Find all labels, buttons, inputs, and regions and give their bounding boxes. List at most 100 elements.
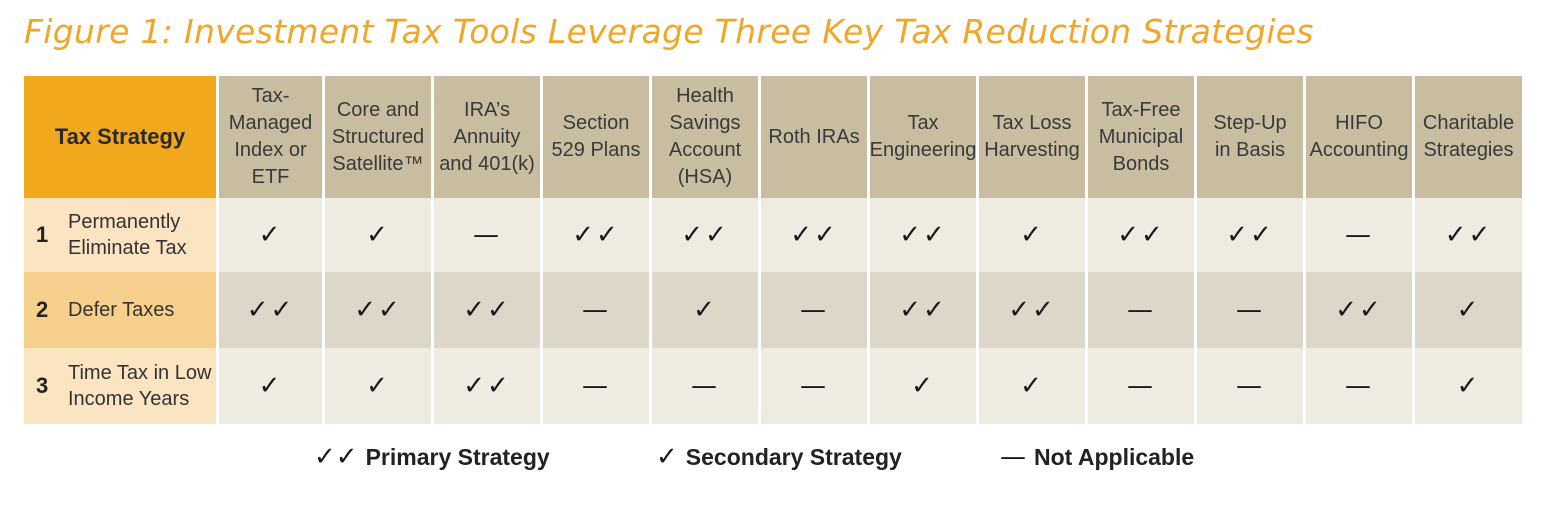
double-check-mark: ✓✓ [1008, 295, 1056, 325]
table-cell: ✓ [1415, 272, 1522, 348]
row-label: Time Tax in Low Income Years [68, 362, 212, 410]
column-header: Step-Up in Basis [1197, 76, 1303, 198]
row-header: 1 Permanently Eliminate Tax [24, 198, 216, 272]
corner-header: Tax Strategy [24, 76, 216, 198]
check-mark: ✓ [366, 220, 390, 250]
double-check-mark: ✓✓ [354, 295, 402, 325]
column-header: Section 529 Plans [543, 76, 649, 198]
check-mark: ✓ [1456, 371, 1481, 401]
legend-item: ✓✓ Primary Strategy [314, 442, 550, 472]
column-header-label: Tax Engineering [869, 112, 977, 161]
column-header-label: Core and Structured Satellite™ [331, 98, 425, 175]
row-header: 3 Time Tax in Low Income Years [24, 348, 216, 424]
column-header-label: Tax-Free Municipal Bonds [1098, 98, 1184, 175]
column-header-label: Health Savings Account (HSA) [668, 85, 742, 188]
table-cell: ✓✓ [761, 198, 867, 272]
row-label: Defer Taxes [68, 299, 175, 321]
column-header: Tax- Managed Index or ETF [219, 76, 322, 198]
table-cell: ✓✓ [979, 272, 1085, 348]
double-check-mark: ✓✓ [1444, 220, 1493, 250]
row-header: 2 Defer Taxes [24, 272, 216, 348]
legend-symbol: — [1000, 442, 1026, 472]
table-cell: — [434, 198, 540, 272]
row-number: 2 [36, 297, 49, 322]
dash-mark: — [1236, 371, 1264, 401]
legend: ✓✓ Primary Strategy ✓ Secondary Strategy — No… [0, 442, 1552, 478]
table-cell: — [543, 272, 649, 348]
row-number: 3 [36, 373, 49, 398]
double-check-mark: ✓✓ [790, 220, 838, 250]
legend-symbol: ✓✓ [314, 442, 358, 472]
legend-symbol: ✓ [656, 442, 678, 472]
figure-title: Figure 1: Investment Tax Tools Leverage … [24, 12, 1314, 51]
column-header-label: Step-Up in Basis [1213, 112, 1287, 161]
check-mark: ✓ [911, 371, 935, 401]
table-cell: — [1088, 272, 1194, 348]
double-check-mark: ✓✓ [572, 220, 620, 250]
double-check-mark: ✓✓ [681, 220, 729, 250]
check-mark: ✓ [1020, 220, 1044, 250]
dash-mark: — [1345, 371, 1373, 401]
dash-mark: — [1127, 371, 1155, 401]
table-cell: ✓✓ [870, 198, 976, 272]
double-check-mark: ✓✓ [1226, 220, 1274, 250]
column-header: HIFO Accounting [1306, 76, 1412, 198]
dash-mark: — [473, 220, 501, 250]
double-check-mark: ✓✓ [899, 220, 947, 250]
dash-mark: — [582, 371, 610, 401]
table-cell: ✓✓ [434, 272, 540, 348]
double-check-mark: ✓✓ [1117, 220, 1165, 250]
table-cell: ✓ [652, 272, 758, 348]
dash-mark: — [800, 295, 828, 325]
table-cell: — [1197, 272, 1303, 348]
table-cell: ✓✓ [1088, 198, 1194, 272]
check-mark: ✓ [693, 295, 717, 325]
column-header-label: HIFO Accounting [1309, 112, 1409, 161]
column-header: Health Savings Account (HSA) [652, 76, 758, 198]
column-header-label: IRA’s Annuity and 401(k) [439, 98, 535, 175]
check-mark: ✓ [366, 371, 390, 401]
table-cell: ✓✓ [870, 272, 976, 348]
table-cell: ✓ [219, 348, 322, 424]
table-cell: ✓✓ [652, 198, 758, 272]
legend-label: Primary Strategy [365, 443, 550, 470]
table-cell: ✓ [325, 348, 431, 424]
check-mark: ✓ [258, 371, 283, 401]
column-header-label: Charitable Strategies [1422, 112, 1515, 161]
check-mark: ✓ [1020, 371, 1044, 401]
double-check-mark: ✓✓ [1335, 295, 1383, 325]
table-cell: — [1197, 348, 1303, 424]
table-cell: ✓ [979, 348, 1085, 424]
table-cell: ✓✓ [1306, 272, 1412, 348]
double-check-mark: ✓✓ [463, 295, 511, 325]
table-cell: ✓ [1415, 348, 1522, 424]
double-check-mark: ✓✓ [899, 295, 947, 325]
legend-label: Secondary Strategy [685, 443, 902, 470]
column-header: IRA’s Annuity and 401(k) [434, 76, 540, 198]
table-cell: — [761, 348, 867, 424]
table-cell: ✓✓ [1197, 198, 1303, 272]
table-cell: — [1088, 348, 1194, 424]
column-header: Roth IRAs [761, 76, 867, 198]
dash-mark: — [800, 371, 828, 401]
table-cell: — [1306, 198, 1412, 272]
table-cell: — [652, 348, 758, 424]
column-header: Tax Engineering [870, 76, 976, 198]
column-header: Charitable Strategies [1415, 76, 1522, 198]
column-header-label: Tax Loss Harvesting [984, 112, 1080, 161]
table-cell: ✓✓ [219, 272, 322, 348]
legend-item: ✓ Secondary Strategy [656, 442, 902, 472]
table-cell: — [761, 272, 867, 348]
legend-label: Not Applicable [1034, 443, 1195, 470]
table-cell: ✓ [979, 198, 1085, 272]
table-cell: ✓✓ [325, 272, 431, 348]
column-header: Tax Loss Harvesting [979, 76, 1085, 198]
check-mark: ✓ [1456, 295, 1481, 325]
column-header: Core and Structured Satellite™ [325, 76, 431, 198]
column-header-label: Roth IRAs [768, 125, 860, 148]
table-cell: — [543, 348, 649, 424]
table-cell: ✓ [870, 348, 976, 424]
table-cell: ✓ [219, 198, 322, 272]
double-check-mark: ✓✓ [246, 295, 295, 325]
row-number: 1 [36, 222, 49, 247]
